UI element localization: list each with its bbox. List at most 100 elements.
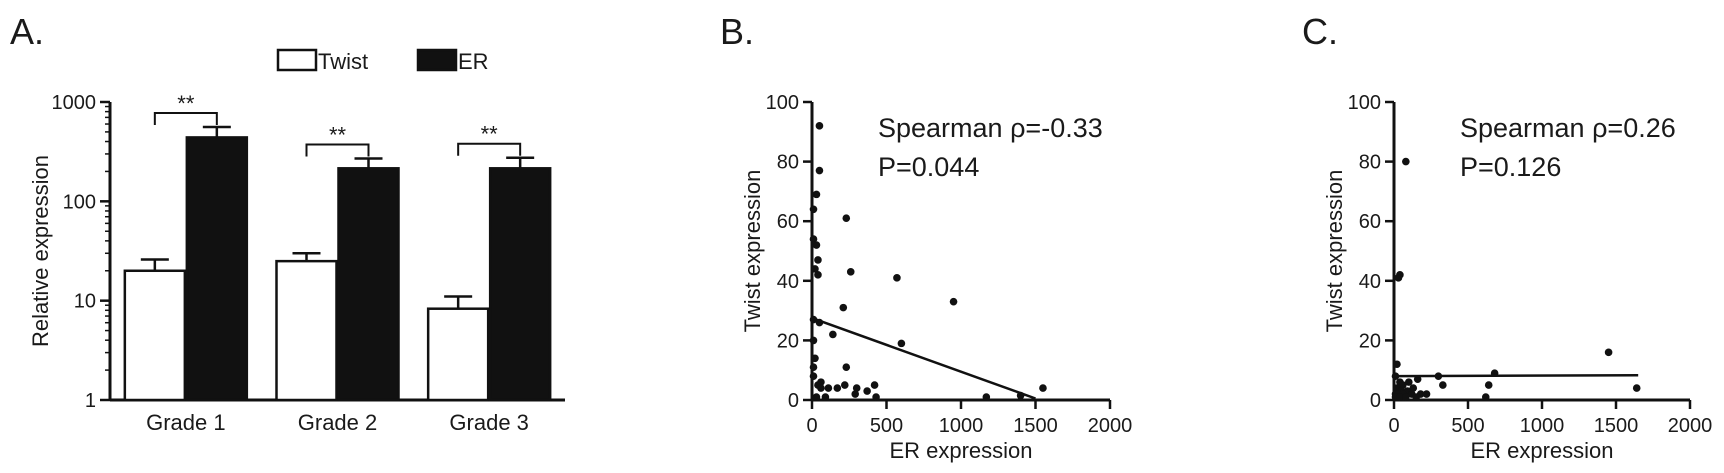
x-tick-label: 1000: [1520, 415, 1565, 437]
x-axis-label: ER expression: [1470, 438, 1613, 463]
data-point: [809, 372, 818, 380]
data-point: [812, 393, 821, 401]
x-tick-label: Grade 3: [449, 410, 529, 435]
x-axis-label: ER expression: [889, 438, 1032, 463]
y-tick-label: 100: [766, 92, 799, 114]
data-point: [814, 271, 822, 279]
significance-mark: **: [481, 122, 499, 147]
data-point: [1422, 390, 1431, 398]
data-point: [1412, 393, 1420, 401]
spearman-rho-text: Spearman ρ=0.26: [1460, 113, 1676, 143]
y-axis-label: Twist expression: [1322, 170, 1347, 333]
data-point: [851, 390, 860, 398]
data-point: [814, 256, 822, 264]
y-axis-label: Relative expression: [28, 155, 53, 347]
significance-bracket: [457, 142, 522, 156]
y-tick-label: 0: [788, 390, 799, 412]
bar-twist-grade-1: [123, 269, 187, 402]
data-point: [1632, 384, 1641, 392]
y-tick-label: 40: [777, 271, 799, 293]
x-tick-label: 0: [1388, 415, 1399, 437]
data-point: [833, 384, 842, 392]
data-point: [872, 393, 880, 401]
data-point: [1402, 393, 1410, 401]
data-point: [1481, 393, 1490, 401]
data-point: [1394, 274, 1403, 282]
regression-line: [1393, 374, 1639, 378]
data-point: [812, 241, 821, 249]
x-tick-label: Grade 2: [298, 410, 378, 435]
data-point: [1039, 384, 1047, 392]
data-point: [863, 387, 871, 395]
data-point: [982, 393, 991, 401]
data-point: [821, 393, 830, 401]
y-tick-label: 1: [85, 390, 96, 412]
panel-label-a: A.: [10, 11, 44, 52]
data-point: [1399, 381, 1407, 389]
data-point: [870, 381, 879, 389]
panel-label-c: C.: [1302, 11, 1338, 52]
data-point: [846, 268, 855, 276]
y-tick-label: 100: [1348, 92, 1381, 114]
significance-mark: **: [329, 122, 347, 147]
y-tick-label: 10: [74, 291, 96, 313]
x-tick-label: 1500: [1594, 415, 1639, 437]
bar-er-grade-1: [185, 136, 249, 402]
y-tick-label: 40: [1359, 271, 1381, 293]
data-point: [1604, 348, 1613, 357]
data-point: [812, 190, 821, 199]
data-point: [1402, 157, 1410, 166]
x-tick-label: 500: [1451, 415, 1484, 437]
data-point: [852, 384, 861, 392]
legend-label-er: ER: [458, 49, 489, 74]
y-tick-label: 100: [63, 191, 96, 213]
p-value-text: P=0.044: [878, 152, 979, 182]
y-tick-label: 60: [777, 211, 799, 233]
data-point: [809, 363, 818, 372]
data-point: [809, 205, 818, 214]
data-point: [1393, 360, 1401, 369]
p-value-text: P=0.126: [1460, 152, 1561, 182]
x-tick-label: 0: [806, 415, 817, 437]
x-tick-label: 500: [870, 415, 903, 437]
spearman-rho-text: Spearman ρ=-0.33: [878, 113, 1103, 143]
data-point: [1484, 381, 1493, 389]
bar-twist-grade-3: [426, 307, 490, 402]
significance-mark: **: [177, 91, 195, 116]
data-point: [811, 354, 819, 363]
data-point: [1405, 378, 1413, 386]
bar-twist-grade-2: [275, 259, 338, 402]
x-tick-label: 2000: [1668, 415, 1713, 437]
data-point: [824, 384, 833, 392]
bar-er-grade-3: [488, 167, 552, 402]
bar-er-grade-2: [337, 167, 400, 402]
y-tick-label: 60: [1359, 211, 1381, 233]
data-point: [840, 381, 849, 389]
y-tick-label: 80: [777, 152, 799, 174]
data-point: [842, 214, 851, 223]
legend-swatch-er: [416, 48, 458, 72]
panel-label-b: B.: [720, 11, 754, 52]
data-point: [897, 339, 906, 348]
data-point: [949, 297, 958, 306]
significance-bracket: [305, 143, 370, 157]
data-point: [817, 384, 825, 392]
data-point: [1409, 384, 1418, 392]
data-point: [839, 303, 848, 312]
significance-bracket: [153, 112, 218, 126]
y-tick-label: 0: [1370, 390, 1381, 412]
data-point: [809, 336, 818, 345]
y-tick-label: 1000: [52, 92, 97, 114]
x-tick-label: Grade 1: [146, 410, 226, 435]
data-point: [809, 235, 818, 243]
x-tick-label: 1500: [1013, 415, 1058, 437]
x-tick-label: 2000: [1088, 415, 1133, 437]
y-tick-label: 20: [777, 330, 799, 352]
panel-a-bar-chart: 1 10 100 1000 Relative expression Grade 1 ** Gr…: [28, 48, 565, 435]
data-point: [829, 330, 837, 339]
y-tick-label: 20: [1359, 330, 1381, 352]
data-point: [1396, 393, 1404, 401]
